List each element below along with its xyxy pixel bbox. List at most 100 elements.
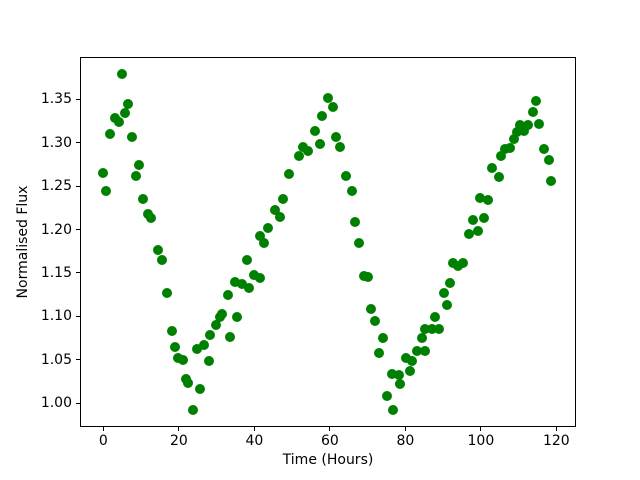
data-point <box>530 96 541 107</box>
y-tick-label: 1.30 <box>40 134 72 151</box>
x-tick-mark <box>178 427 180 431</box>
data-point <box>495 150 506 161</box>
data-point <box>162 287 173 298</box>
data-point <box>101 186 112 197</box>
data-point <box>259 237 270 248</box>
x-tick-mark <box>253 427 255 431</box>
data-point <box>534 119 545 130</box>
x-tick-label: 0 <box>98 433 108 449</box>
data-point <box>315 138 326 149</box>
y-tick-label: 1.00 <box>40 395 72 412</box>
data-point <box>363 272 374 283</box>
data-point <box>494 172 505 183</box>
data-point <box>244 282 255 293</box>
y-tick-mark <box>76 402 80 404</box>
data-point <box>464 228 475 239</box>
data-point <box>177 354 188 365</box>
data-point <box>475 193 486 204</box>
data-point <box>499 143 510 154</box>
data-point <box>447 257 458 268</box>
x-tick-label: 100 <box>467 433 495 449</box>
data-point <box>249 269 260 280</box>
x-tick-mark <box>555 427 557 431</box>
data-point <box>349 216 360 227</box>
data-point <box>126 132 137 143</box>
data-point <box>98 168 109 179</box>
plot-area <box>80 57 576 427</box>
data-point <box>322 92 333 103</box>
data-point <box>119 108 130 119</box>
data-point <box>373 347 384 358</box>
data-point <box>366 303 377 314</box>
y-tick-mark <box>76 229 80 231</box>
data-point <box>483 195 494 206</box>
data-point <box>438 287 449 298</box>
data-point <box>198 340 209 351</box>
data-point <box>254 231 265 242</box>
data-point <box>411 346 422 357</box>
data-point <box>386 368 397 379</box>
data-point <box>237 279 248 290</box>
data-point <box>183 378 194 389</box>
data-point <box>167 326 178 337</box>
data-point <box>303 145 314 156</box>
data-point <box>420 346 431 357</box>
data-point <box>416 333 427 344</box>
data-point <box>472 226 483 237</box>
data-point <box>514 120 525 131</box>
data-point <box>434 323 445 334</box>
y-tick-mark <box>76 142 80 144</box>
data-point <box>210 320 221 331</box>
y-tick-label: 1.05 <box>40 351 72 368</box>
data-point <box>269 205 280 216</box>
data-point <box>191 344 202 355</box>
data-point <box>378 333 389 344</box>
data-point <box>327 102 338 113</box>
data-point <box>522 120 533 131</box>
data-point <box>420 323 430 334</box>
data-point <box>340 170 351 181</box>
data-point <box>427 323 438 334</box>
x-axis-label: Time (Hours) <box>282 452 374 468</box>
data-point <box>133 160 144 171</box>
data-point <box>394 379 405 390</box>
data-point <box>152 245 163 256</box>
data-point <box>405 366 416 377</box>
data-point <box>255 273 266 284</box>
data-point <box>169 341 180 352</box>
y-tick-label: 1.10 <box>40 308 72 325</box>
x-tick-mark <box>102 427 104 431</box>
data-point <box>509 134 520 145</box>
data-point <box>113 116 124 127</box>
data-point <box>546 175 557 186</box>
data-point <box>294 150 305 161</box>
data-point <box>512 127 523 138</box>
data-point <box>505 142 516 153</box>
data-point <box>458 257 469 268</box>
x-tick-label: 40 <box>245 433 264 449</box>
y-tick-mark <box>76 315 80 317</box>
data-point <box>441 300 452 311</box>
y-tick-label: 1.20 <box>40 221 72 238</box>
data-point <box>406 355 417 366</box>
data-point <box>130 170 141 181</box>
x-tick-mark <box>480 427 482 431</box>
data-point <box>241 254 252 265</box>
data-point <box>353 237 364 248</box>
y-tick-mark <box>76 272 80 274</box>
data-point <box>188 405 199 416</box>
y-tick-mark <box>76 185 80 187</box>
x-tick-label: 120 <box>542 433 570 449</box>
data-point <box>538 143 549 154</box>
data-point <box>544 155 555 166</box>
data-point <box>478 213 489 224</box>
data-point <box>230 276 241 287</box>
y-tick-mark <box>76 359 80 361</box>
x-tick-label: 20 <box>169 433 188 449</box>
x-tick-label: 80 <box>396 433 415 449</box>
data-point <box>217 308 228 319</box>
y-axis-label: Normalised Flux <box>15 185 31 299</box>
data-point <box>310 126 321 137</box>
data-point <box>518 125 529 136</box>
